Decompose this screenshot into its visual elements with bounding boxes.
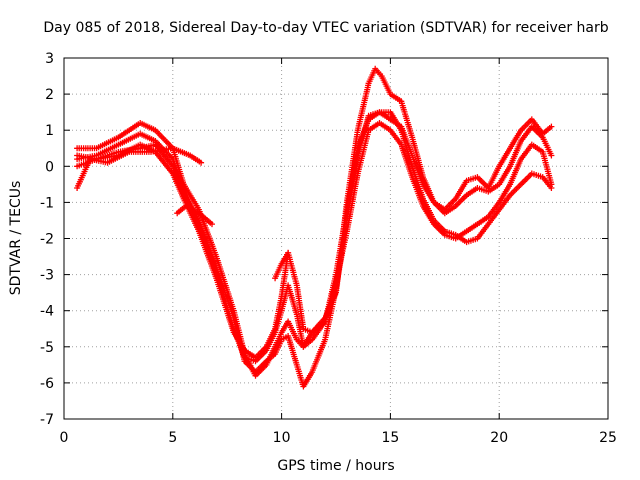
data-point <box>548 185 555 191</box>
plot-frame <box>63 57 609 420</box>
y-tick-label: 3 <box>45 51 54 67</box>
y-tick-label: -1 <box>40 195 54 211</box>
y-tick-label: -5 <box>40 340 54 356</box>
y-tick-label: 2 <box>45 87 54 103</box>
data-point <box>209 221 215 228</box>
series-layer <box>74 65 555 390</box>
x-tick-label: 5 <box>168 430 177 446</box>
data-point <box>548 123 555 130</box>
y-tick-label: -7 <box>40 412 54 428</box>
data-point <box>285 249 292 256</box>
x-tick-label: 10 <box>273 430 291 446</box>
x-tick-label: 20 <box>490 430 508 446</box>
x-tick-label: 15 <box>381 430 399 446</box>
series-track-6 <box>174 203 215 228</box>
chart-title: Day 085 of 2018, Sidereal Day-to-day VTE… <box>43 20 608 36</box>
series-track-7 <box>272 249 292 282</box>
y-tick-label: 1 <box>45 123 54 139</box>
y-tick-label: -3 <box>40 268 54 284</box>
x-tick-label: 25 <box>599 430 617 446</box>
y-tick-label: -2 <box>40 232 54 248</box>
data-point <box>198 159 205 166</box>
y-tick-label: 0 <box>45 159 54 175</box>
y-axis-label: SDTVAR / TECUs <box>8 181 24 296</box>
x-axis-label: GPS time / hours <box>277 458 394 474</box>
x-tick-label: 0 <box>60 430 69 446</box>
y-tick-label: -4 <box>40 304 54 320</box>
data-point <box>548 152 555 159</box>
series-track-5 <box>74 145 205 191</box>
y-tick-label: -6 <box>40 376 54 392</box>
